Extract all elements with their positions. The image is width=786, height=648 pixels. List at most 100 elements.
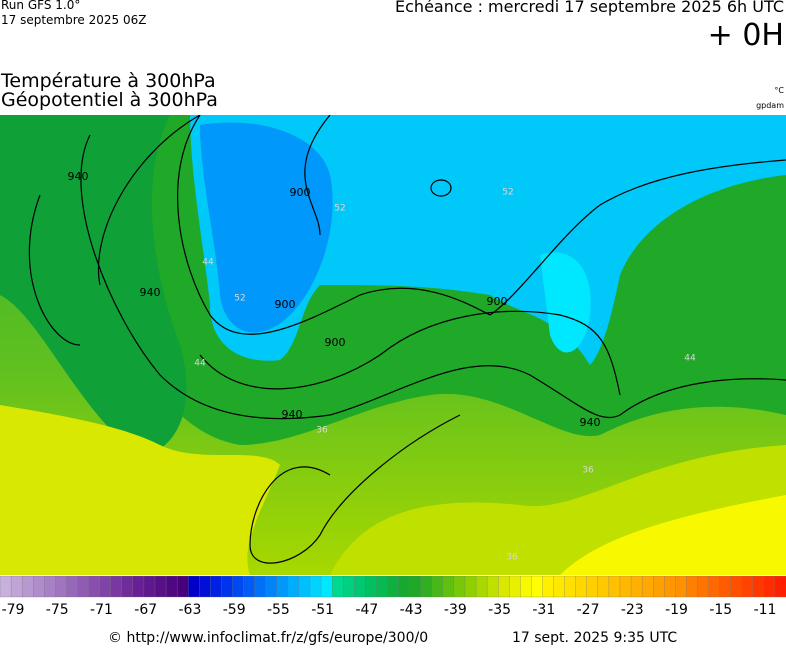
coldest-zone [200,122,333,333]
colorbar-swatch [10,576,23,598]
colorbar-swatch [509,576,521,598]
contour-label: 36 [582,466,594,476]
colorbar-swatch [586,576,599,598]
colorbar-swatch [719,576,732,598]
title-temperature: Température à 300hPa [1,70,216,92]
contour-label: 940 [68,170,89,183]
colorbar-label: -31 [532,602,555,616]
contour-900 [304,115,331,236]
colorbar-swatch [686,576,698,598]
colorbar-swatch [265,576,278,598]
colorbar-swatch [21,576,34,598]
contour-940 [249,414,461,564]
colorbar-swatch [176,576,189,598]
colorbar-swatch [55,576,67,598]
colorbar-swatch [664,576,676,598]
colorbar-swatch [741,576,754,598]
colorbar-swatch [475,576,488,598]
title-geopotential: Géopotentiel à 300hPa [1,89,218,111]
colorbar-swatch [553,576,566,598]
contour-label: 52 [334,204,345,214]
colorbar-swatch [653,576,665,598]
colorbar-label: -63 [179,602,202,616]
colorbar-label: -59 [223,602,246,616]
contour-label: 940 [282,408,303,421]
colorbar-swatch [420,576,433,598]
contour-900 [177,115,491,335]
colorbar-label: -39 [444,602,467,616]
colorbar-swatch [343,576,355,598]
colorbar-swatch [409,576,422,598]
colorbar-swatch [199,576,211,598]
colorbar-swatch [398,576,411,598]
colorbar-swatch [442,576,455,598]
colorbar-swatch [254,576,267,598]
colorbar-swatch [232,576,244,598]
colorbar-swatch [531,576,543,598]
colorbar-swatch [708,576,721,598]
colorbar-swatch [309,576,322,598]
colorbar-label: -47 [355,602,378,616]
colorbar-swatch [498,576,510,598]
run-label: Run GFS 1.0° [1,0,81,12]
colorbar-swatch [730,576,743,598]
run-date: 17 septembre 2025 06Z [1,13,147,27]
colorbar-swatch [641,576,654,598]
colorbar-swatch [376,576,388,598]
cold-pocket [540,252,591,353]
contour-940 [80,134,786,420]
contour-900 [489,159,786,316]
colorbar-label: -71 [90,602,113,616]
contour-label: 36 [506,553,518,563]
contour-label: 900 [275,298,296,311]
colorbar-label: -43 [400,602,423,616]
colorbar-label: -23 [621,602,644,616]
contour-label: 940 [580,416,601,429]
contour-label: 36 [316,426,328,436]
colorbar: -79 -75 -71 -67 -63 -59 -55 -51 -47 -43 -39 -35 -31 -… [0,576,786,616]
colorbar-swatch [33,576,45,598]
colorbar-label: -15 [709,602,732,616]
colorbar-swatch [542,576,554,598]
colorbar-swatch [287,576,300,598]
colorbar-swatch [276,576,289,598]
colorbar-swatch [210,576,222,598]
unit-geopotential: gpdam [756,101,784,110]
cold-zone [190,115,786,365]
colorbar-swatch [520,576,532,598]
contour-900 [199,310,621,396]
colorbar-label: -19 [665,602,688,616]
map: 900 900 900 900 940 940 940 940 52 52 52 44 44 44 36 36… [0,115,786,575]
colorbar-swatch [464,576,477,598]
colorbar-swatch [365,576,377,598]
lead-time: + 0H [707,18,784,53]
colorbar-swatch [298,576,311,598]
contour-label: 52 [234,294,245,304]
colorbar-swatch [431,576,444,598]
colorbar-swatch [0,576,12,598]
colorbar-swatch [575,576,588,598]
contour-label: 940 [140,286,161,299]
colorbar-swatch [774,576,786,598]
colorbar-swatch [354,576,366,598]
contour-940 [28,194,81,346]
colorbar-label: -11 [754,602,777,616]
colorbar-swatch [154,576,167,598]
colorbar-swatch [188,576,200,598]
colorbar-swatch [675,576,687,598]
contour-label: 900 [487,295,508,308]
colorbar-swatch [221,576,233,598]
colorbar-swatch [453,576,466,598]
valid-time: Echéance : mercredi 17 septembre 2025 6h… [395,0,784,16]
colorbar-swatch [320,576,333,598]
colorbar-swatch [88,576,101,598]
colorbar-swatch [66,576,78,598]
colorbar-swatch [608,576,621,598]
colorbar-swatch [486,576,499,598]
colorbar-swatch [752,576,765,598]
colorbar-label: -35 [488,602,511,616]
colorbar-swatch [165,576,178,598]
colorbar-swatch [564,576,577,598]
colorbar-label: -79 [2,602,25,616]
